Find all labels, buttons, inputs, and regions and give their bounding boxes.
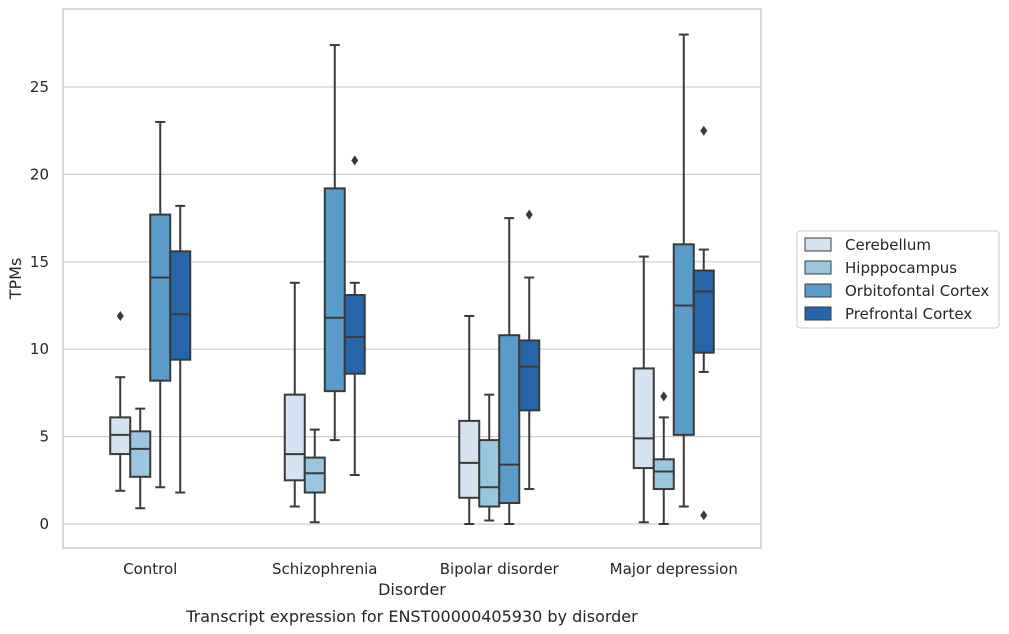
box-body [343,294,366,375]
legend-frame [796,230,1000,329]
legend-label: Orbitofontal Cortex [845,282,989,300]
legend-swatch [804,260,832,275]
box-control-0 [109,310,132,492]
chart-caption: Transcript expression for ENST0000040593… [185,607,638,626]
box-body [283,393,306,482]
y-tick-labels: 0 5 10 15 20 25 [30,78,49,533]
box-major-depression-1 [652,391,675,525]
legend-label: Hipppocampus [845,259,957,277]
plot-frame [62,8,762,549]
outlier-point [351,155,359,166]
box-body [458,419,481,499]
box-schizophrenia-0 [283,281,306,508]
y-tick-label: 10 [30,340,49,358]
box-body [478,439,501,508]
box-major-depression-2 [672,33,695,508]
box-schizophrenia-3 [343,155,366,477]
x-tick-labels: Control Schizophrenia Bipolar disorder Majo… [123,560,738,578]
y-tick-label: 20 [30,165,49,183]
x-tick-label: Control [123,560,177,578]
box-body [303,456,326,494]
box-body [672,243,695,436]
box-bipolar-disorder-2 [498,217,521,525]
box-control-2 [149,120,172,489]
y-tick-label: 25 [30,78,49,96]
outlier-point [116,310,124,321]
box-body [518,339,541,412]
x-axis-label: Disorder [378,580,446,599]
legend-swatch [804,306,832,321]
box-layer [109,33,715,525]
legend-item: Orbitofontal Cortex [804,282,989,300]
box-body [169,250,192,361]
box-control-1 [129,407,152,510]
outlier-point [660,391,668,402]
y-tick-label: 15 [30,253,49,271]
y-tick-label: 0 [39,515,49,533]
box-body [129,430,152,478]
box-body [652,458,675,491]
box-body [692,269,715,354]
box-bipolar-disorder-3 [518,209,541,491]
box-major-depression-0 [632,255,655,524]
y-axis-label: TPMs [6,258,25,301]
box-bipolar-disorder-1 [478,393,501,522]
legend-item: Hipppocampus [804,259,957,277]
legend: Cerebellum Hipppocampus Orbitofontal Corte… [796,230,1000,329]
box-body [149,213,172,382]
x-tick-label: Major depression [610,560,738,578]
y-tick-label: 5 [39,428,49,446]
box-schizophrenia-1 [303,428,326,524]
outlier-point [700,510,708,521]
legend-swatch [804,283,832,298]
legend-item: Prefrontal Cortex [804,305,972,323]
x-tick-label: Schizophrenia [272,560,377,578]
x-tick-label: Bipolar disorder [440,560,560,578]
outlier-point [525,209,533,220]
box-control-3 [169,204,192,494]
legend-label: Prefrontal Cortex [845,305,972,323]
outlier-point [700,125,708,136]
box-body [632,367,655,470]
box-body [498,334,521,505]
legend-swatch [804,237,832,252]
box-body [323,187,346,393]
box-major-depression-3 [692,125,715,521]
legend-item: Cerebellum [804,236,931,254]
legend-label: Cerebellum [845,236,931,254]
box-bipolar-disorder-0 [458,314,481,525]
box-schizophrenia-2 [323,44,346,442]
